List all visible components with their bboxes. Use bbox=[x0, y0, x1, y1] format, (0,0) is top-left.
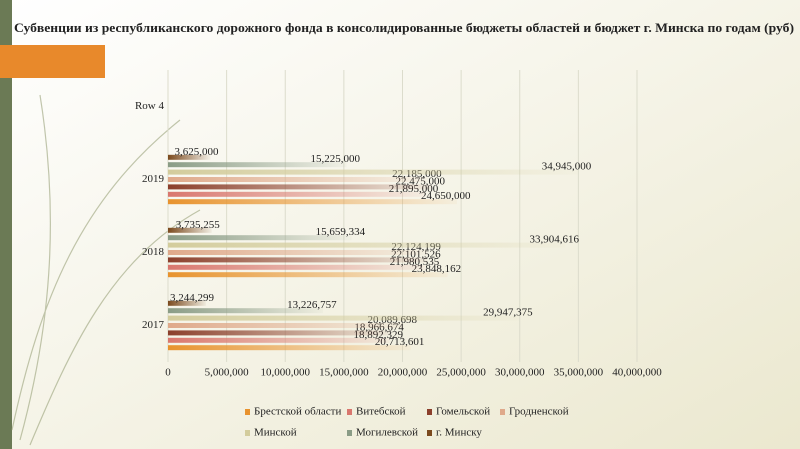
legend-label: Брестской области bbox=[254, 406, 341, 418]
x-tick-label: 25,000,000 bbox=[436, 367, 486, 379]
legend-label: г. Минску bbox=[436, 427, 482, 439]
y-tick-label: 2017 bbox=[142, 319, 165, 331]
x-tick-label: 30,000,000 bbox=[495, 367, 545, 379]
bar bbox=[168, 235, 352, 241]
bar bbox=[168, 345, 411, 351]
legend-label: Гродненской bbox=[509, 406, 569, 418]
x-tick-label: 5,000,000 bbox=[205, 367, 250, 379]
bar bbox=[168, 337, 390, 343]
bar bbox=[168, 264, 426, 270]
chart-title: Субвенции из республиканского дорожного … bbox=[14, 20, 794, 35]
bar bbox=[168, 323, 404, 328]
legend-swatch bbox=[427, 409, 432, 415]
side-bar bbox=[0, 0, 12, 449]
x-tick-label: 15,000,000 bbox=[319, 367, 369, 379]
bar bbox=[168, 272, 448, 278]
bar bbox=[168, 250, 428, 255]
legend-label: Витебской bbox=[356, 406, 406, 418]
value-label: 3,244,299 bbox=[170, 292, 215, 304]
x-tick-label: 0 bbox=[165, 367, 171, 379]
bar bbox=[168, 330, 391, 336]
bar bbox=[168, 191, 425, 197]
x-tick-label: 20,000,000 bbox=[378, 367, 428, 379]
bar bbox=[168, 227, 212, 233]
legend-swatch bbox=[347, 409, 352, 415]
value-label: 13,226,757 bbox=[287, 299, 337, 311]
value-label: 15,659,334 bbox=[316, 226, 366, 238]
x-tick-label: 40,000,000 bbox=[612, 367, 662, 379]
accent-block bbox=[0, 45, 105, 78]
bar bbox=[168, 162, 347, 168]
bar bbox=[168, 308, 324, 314]
value-label: 3,625,000 bbox=[175, 146, 220, 158]
x-tick-label: 10,000,000 bbox=[261, 367, 311, 379]
legend-label: Гомельской bbox=[436, 406, 490, 418]
bar bbox=[168, 154, 211, 160]
legend-swatch bbox=[427, 430, 432, 436]
legend-label: Могилевской bbox=[356, 427, 418, 439]
y-tick-label: 2018 bbox=[142, 246, 165, 258]
value-label: 15,225,000 bbox=[311, 153, 361, 165]
legend-label: Минской bbox=[254, 427, 297, 439]
bar bbox=[168, 315, 520, 321]
bar bbox=[168, 300, 207, 306]
bar bbox=[168, 199, 458, 205]
value-label: 34,945,000 bbox=[542, 161, 592, 173]
value-label: 33,904,616 bbox=[530, 234, 580, 246]
bar bbox=[168, 242, 566, 248]
x-tick-label: 35,000,000 bbox=[554, 367, 604, 379]
legend-swatch bbox=[245, 430, 250, 436]
legend-swatch bbox=[245, 409, 250, 415]
bar bbox=[168, 257, 428, 263]
y-tick-label: Row 4 bbox=[135, 100, 165, 112]
y-tick-label: 2019 bbox=[142, 173, 165, 185]
legend-swatch bbox=[347, 430, 352, 436]
value-label: 29,947,375 bbox=[483, 307, 533, 319]
bar bbox=[168, 169, 578, 175]
bar bbox=[168, 184, 432, 190]
bar bbox=[168, 177, 429, 182]
value-label: 3,735,255 bbox=[176, 219, 221, 231]
legend-swatch bbox=[500, 409, 505, 415]
value-label: 24,650,000 bbox=[421, 190, 471, 202]
